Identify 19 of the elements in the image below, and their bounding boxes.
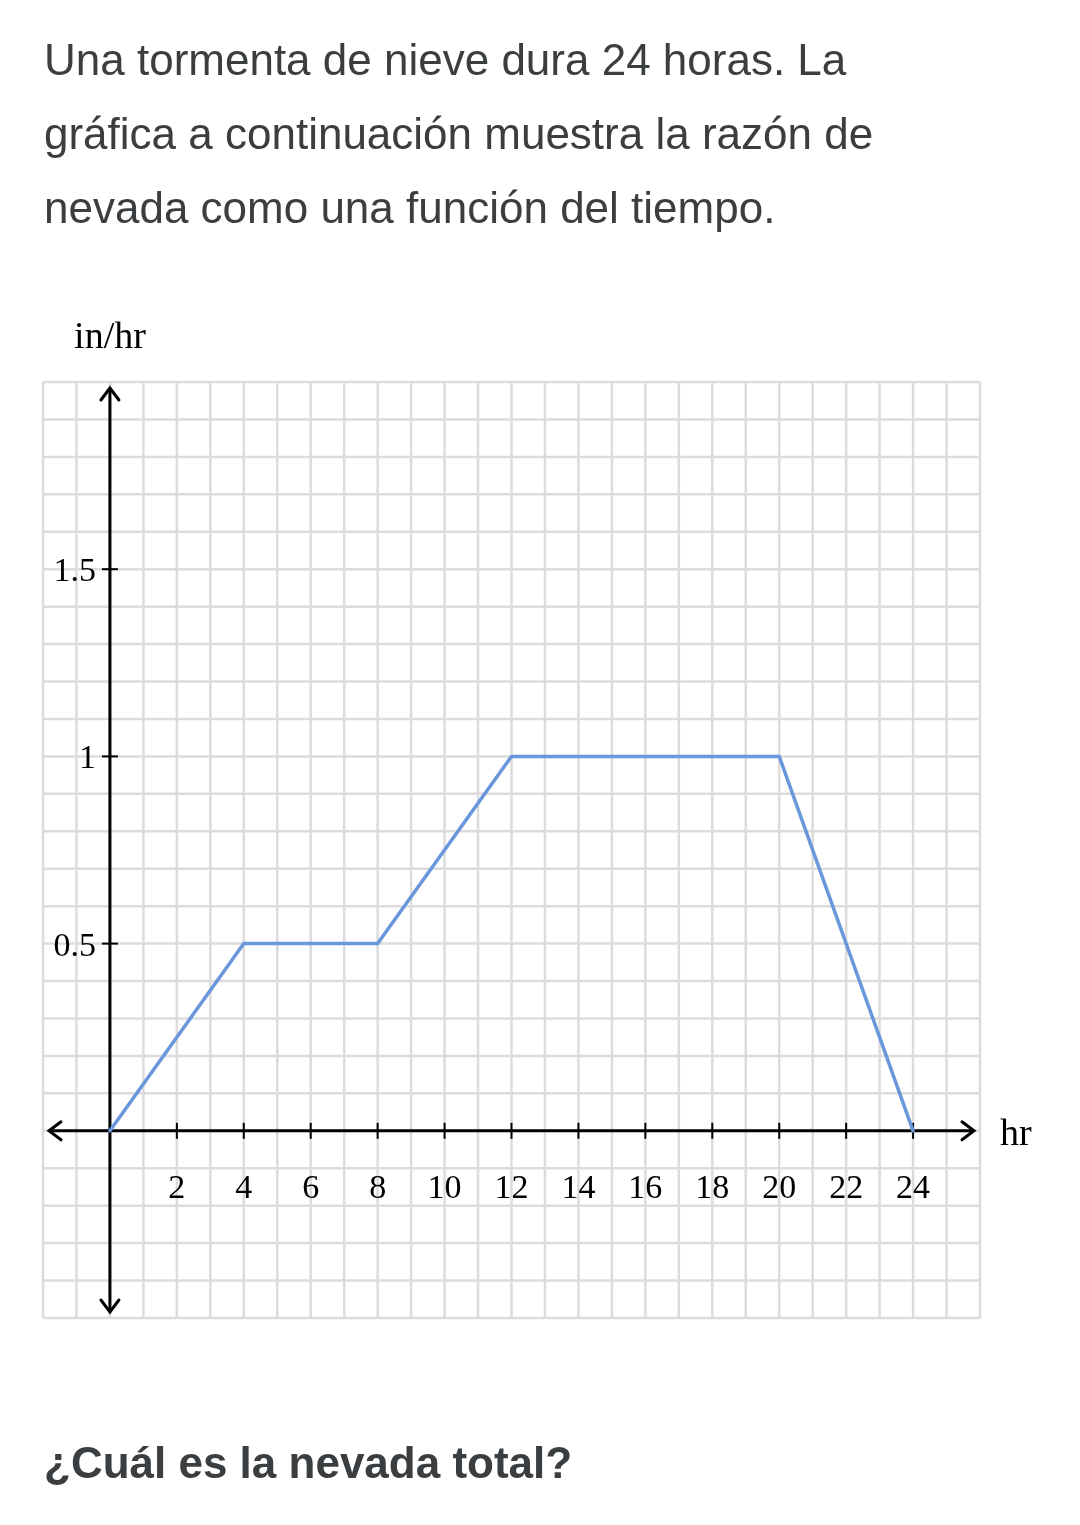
x-tick-label: 22 [829, 1167, 864, 1205]
x-tick-label: 20 [762, 1167, 797, 1205]
x-tick-label: 18 [695, 1167, 730, 1205]
y-tick-label: 0.5 [53, 925, 96, 963]
x-tick-label: 16 [628, 1167, 663, 1205]
text: ¿Cuál es la nevada total? [44, 1438, 573, 1487]
y-tick-label: 1 [78, 738, 96, 776]
x-tick-label: 12 [494, 1167, 529, 1205]
x-tick-label: 2 [168, 1167, 186, 1205]
x-tick-label: 6 [302, 1167, 320, 1205]
x-tick-label: 4 [235, 1167, 253, 1205]
x-tick-label: 8 [369, 1167, 387, 1205]
x-tick-label: 10 [427, 1167, 462, 1205]
y-tick-label: 1.5 [53, 551, 96, 589]
chart-title: Una tormenta de nieve dura 24 horas. La gráfica a continuación muestra la razón de nevada como una función del tiempo. [44, 35, 874, 232]
y-axis-title: in/hr [74, 314, 147, 356]
x-tick-label: 24 [896, 1167, 931, 1205]
x-tick-label: 14 [561, 1167, 596, 1205]
x-axis-title: hr [1000, 1110, 1032, 1153]
